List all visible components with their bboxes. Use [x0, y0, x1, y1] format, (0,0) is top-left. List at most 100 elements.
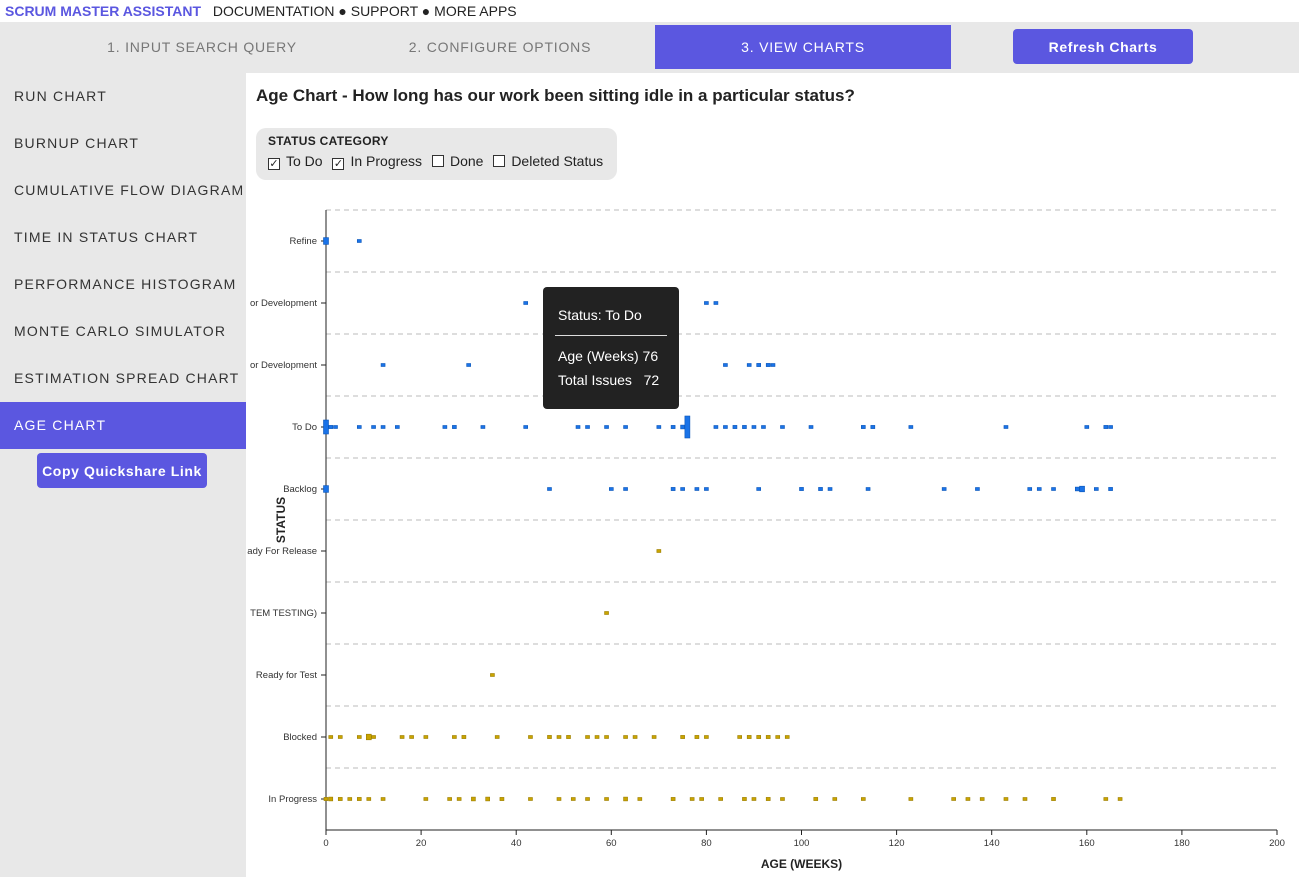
- data-point: [447, 797, 452, 801]
- checkbox-empty-icon[interactable]: [431, 155, 444, 167]
- data-point: [623, 487, 628, 491]
- step-input-search-query[interactable]: 1. INPUT SEARCH QUERY: [107, 39, 297, 55]
- x-tick-label: 140: [984, 838, 1000, 849]
- data-point: [680, 487, 685, 491]
- copy-quickshare-link-button[interactable]: Copy Quickshare Link: [37, 453, 207, 488]
- wizard-steps: 1. INPUT SEARCH QUERY 2. CONFIGURE OPTIO…: [0, 22, 1299, 73]
- data-point: [380, 363, 386, 367]
- data-point: [1051, 797, 1056, 801]
- data-point: [452, 735, 457, 739]
- data-point: [623, 425, 628, 429]
- data-point: [765, 363, 771, 367]
- data-point: [523, 301, 529, 305]
- data-point: [751, 425, 757, 429]
- data-point: [347, 797, 353, 801]
- data-point: [684, 415, 691, 439]
- data-point: [718, 797, 723, 801]
- data-point: [808, 425, 814, 429]
- data-point: [456, 797, 462, 801]
- support-link[interactable]: SUPPORT: [350, 3, 418, 19]
- data-point: [746, 363, 752, 367]
- data-point: [337, 735, 343, 739]
- sidebar-item-performance-histogram[interactable]: PERFORMANCE HISTOGRAM: [14, 276, 237, 292]
- data-point: [656, 549, 662, 553]
- y-tick-label: Ready for Test: [256, 670, 317, 681]
- data-point: [670, 797, 676, 801]
- checkbox-checked-icon[interactable]: ✓: [332, 158, 345, 170]
- data-point: [751, 797, 757, 801]
- filter-option-to-do[interactable]: ✓ To Do: [268, 153, 323, 170]
- data-point: [951, 797, 956, 801]
- data-point: [865, 487, 871, 491]
- data-point: [556, 797, 562, 801]
- data-point: [723, 363, 728, 367]
- data-point: [452, 425, 457, 429]
- main-panel: Refine or Development or Development To Do B…: [246, 73, 1299, 877]
- data-point: [623, 796, 628, 802]
- filter-option-done[interactable]: Done: [431, 153, 483, 169]
- data-point: [1051, 487, 1056, 491]
- data-point: [323, 419, 329, 435]
- data-point: [713, 425, 719, 429]
- sidebar-item-cumulative-flow-diagram[interactable]: CUMULATIVE FLOW DIAGRAM: [14, 182, 245, 198]
- more-apps-link[interactable]: MORE APPS: [434, 3, 517, 19]
- data-point: [861, 425, 866, 429]
- step-view-charts[interactable]: 3. VIEW CHARTS: [655, 25, 951, 69]
- data-point: [356, 735, 362, 739]
- data-point: [670, 487, 676, 491]
- data-point: [604, 611, 609, 615]
- x-tick-label: 100: [794, 838, 810, 849]
- x-axis-label: AGE (WEEKS): [761, 857, 842, 871]
- data-point: [975, 487, 980, 491]
- data-point: [570, 797, 576, 801]
- data-point: [604, 735, 609, 739]
- data-point: [594, 735, 600, 739]
- data-point: [737, 735, 742, 739]
- data-point: [908, 425, 914, 429]
- data-point: [632, 735, 638, 739]
- data-point: [765, 797, 771, 801]
- data-point: [328, 735, 334, 739]
- data-point: [409, 735, 414, 739]
- filter-option-in-progress[interactable]: ✓ In Progress: [332, 153, 423, 170]
- x-tick-label: 80: [701, 838, 712, 849]
- data-point: [694, 487, 700, 491]
- data-point: [1003, 797, 1009, 801]
- data-point: [704, 735, 709, 739]
- checkbox-empty-icon[interactable]: [493, 155, 506, 167]
- x-tick-label: 20: [416, 838, 427, 849]
- data-point: [371, 425, 376, 429]
- data-point: [323, 237, 329, 245]
- sidebar-item-burnup-chart[interactable]: BURNUP CHART: [14, 135, 140, 151]
- step-configure-options[interactable]: 2. CONFIGURE OPTIONS: [408, 39, 592, 55]
- sidebar-item-estimation-spread-chart[interactable]: ESTIMATION SPREAD CHART: [14, 370, 240, 386]
- checkbox-checked-icon[interactable]: ✓: [268, 158, 280, 170]
- data-point: [742, 425, 747, 429]
- data-point: [333, 425, 338, 429]
- data-point: [528, 797, 533, 801]
- sidebar-item-age-chart[interactable]: AGE CHART: [0, 402, 246, 449]
- refresh-charts-button[interactable]: Refresh Charts: [1013, 29, 1193, 64]
- sidebar-item-run-chart[interactable]: RUN CHART: [14, 88, 107, 104]
- x-tick-label: 160: [1079, 838, 1095, 849]
- data-point: [604, 425, 609, 429]
- sidebar-item-monte-carlo-simulator[interactable]: MONTE CARLO SIMULATOR: [14, 323, 227, 339]
- y-tick-label: To Do: [292, 422, 317, 433]
- data-point: [1084, 425, 1090, 429]
- data-point: [461, 735, 467, 739]
- data-point: [356, 425, 362, 429]
- data-point: [1094, 487, 1099, 491]
- data-point: [680, 424, 685, 430]
- sidebar-item-time-in-status-chart[interactable]: TIME IN STATUS CHART: [14, 229, 199, 245]
- documentation-link[interactable]: DOCUMENTATION: [212, 3, 335, 19]
- x-tick-label: 120: [889, 838, 905, 849]
- data-point: [466, 363, 471, 367]
- y-tick-label: Refine: [290, 236, 317, 247]
- brand-logo[interactable]: SCRUM MASTER ASSISTANT: [5, 3, 201, 19]
- x-tick-label: 60: [606, 838, 617, 849]
- filter-option-deleted-status[interactable]: Deleted Status: [493, 153, 603, 169]
- data-point: [523, 425, 529, 429]
- data-point: [490, 673, 495, 677]
- data-point: [656, 425, 662, 429]
- sidebar: RUN CHART BURNUP CHART CUMULATIVE FLOW D…: [0, 73, 246, 877]
